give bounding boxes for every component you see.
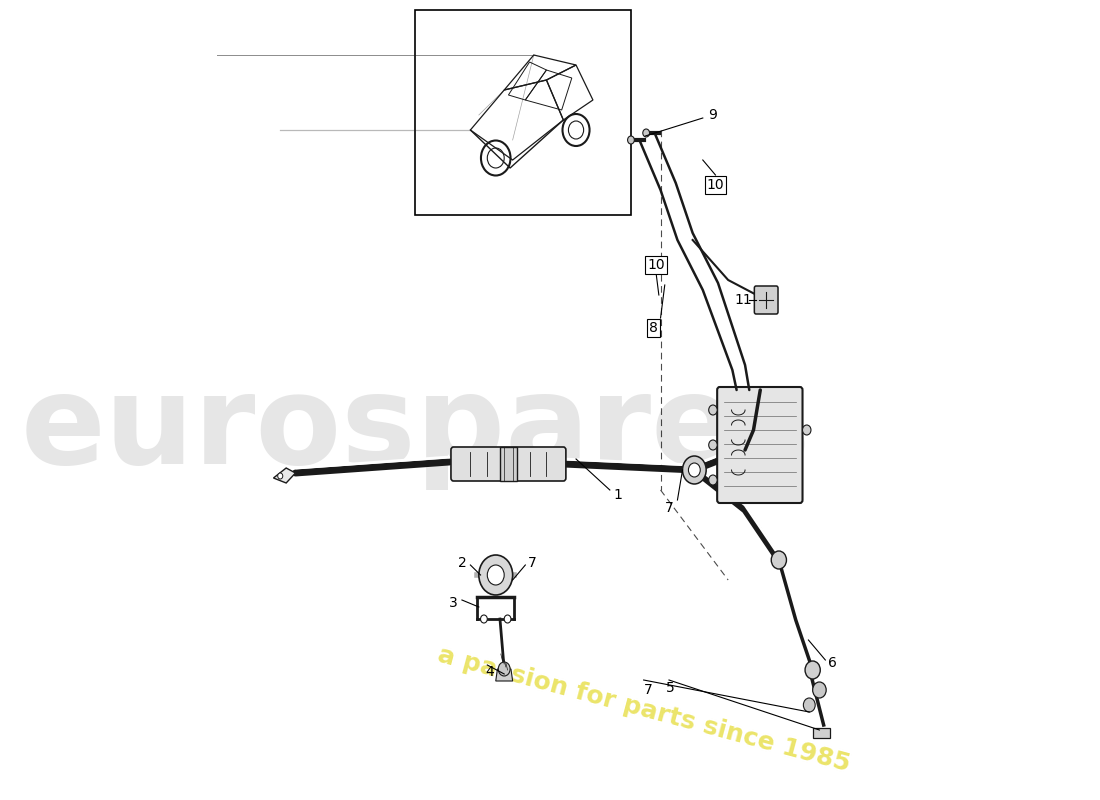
Text: 10: 10 <box>706 178 724 192</box>
Text: 7: 7 <box>644 683 652 697</box>
Text: 2: 2 <box>458 556 466 570</box>
FancyBboxPatch shape <box>451 447 565 481</box>
Bar <box>813 728 829 738</box>
Circle shape <box>628 136 635 144</box>
Circle shape <box>803 425 811 435</box>
Polygon shape <box>496 669 513 681</box>
Text: a passion for parts since 1985: a passion for parts since 1985 <box>434 643 852 777</box>
Text: 7: 7 <box>664 501 673 515</box>
Text: 5: 5 <box>667 681 675 695</box>
Circle shape <box>771 551 786 569</box>
Bar <box>416 10 631 215</box>
Text: 11: 11 <box>735 293 752 307</box>
FancyBboxPatch shape <box>755 286 778 314</box>
Circle shape <box>277 473 283 479</box>
Circle shape <box>803 698 815 712</box>
Text: 4: 4 <box>485 665 494 679</box>
Circle shape <box>708 475 717 485</box>
Circle shape <box>708 405 717 415</box>
Circle shape <box>642 129 650 137</box>
Text: eurospares: eurospares <box>20 370 811 490</box>
Circle shape <box>689 463 701 477</box>
Bar <box>500 447 517 481</box>
Circle shape <box>487 565 504 585</box>
Text: 8: 8 <box>649 321 658 335</box>
Text: 6: 6 <box>827 656 836 670</box>
Circle shape <box>498 662 510 676</box>
Polygon shape <box>274 468 296 483</box>
Text: 10: 10 <box>648 258 666 272</box>
Circle shape <box>682 456 706 484</box>
Circle shape <box>504 615 512 623</box>
Text: 7: 7 <box>528 556 537 570</box>
Text: 3: 3 <box>449 596 458 610</box>
Circle shape <box>481 615 487 623</box>
Circle shape <box>478 555 513 595</box>
Circle shape <box>813 682 826 698</box>
Text: 9: 9 <box>708 108 717 122</box>
Circle shape <box>708 440 717 450</box>
Circle shape <box>805 661 821 679</box>
Text: 1: 1 <box>614 488 623 502</box>
FancyBboxPatch shape <box>717 387 803 503</box>
